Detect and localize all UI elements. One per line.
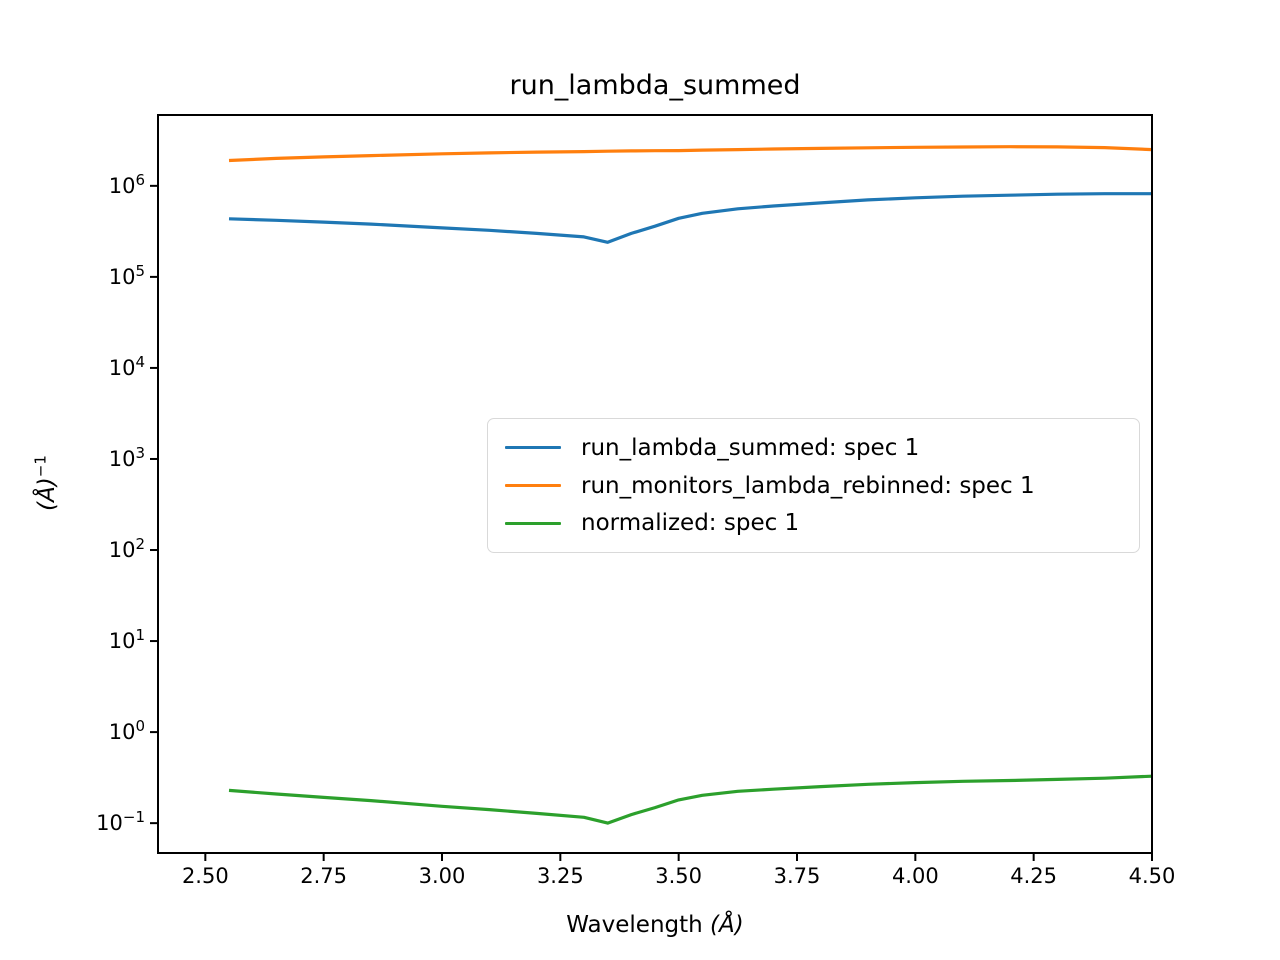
legend-line-sample xyxy=(505,483,561,488)
legend-entry: run_lambda_summed: spec 1 xyxy=(488,435,1139,461)
y-tick-label: 106 xyxy=(108,170,145,198)
x-tick-label: 4.25 xyxy=(1010,864,1058,888)
legend: run_lambda_summed: spec 1 run_monitors_la… xyxy=(487,418,1140,553)
legend-line-sample xyxy=(505,446,561,450)
y-tick-label-base: 10 xyxy=(108,173,136,198)
y-tick-label-base: 10 xyxy=(108,355,136,380)
series-line-2 xyxy=(228,774,1153,825)
y-tick-label-exponent: 2 xyxy=(135,535,145,554)
y-axis-label: (Å)−1 xyxy=(31,418,60,548)
x-tick-label: 2.75 xyxy=(300,864,348,888)
chart-title: run_lambda_summed xyxy=(509,70,801,101)
y-tick-label-base: 10 xyxy=(108,629,136,654)
y-tick-label-base: 10 xyxy=(108,264,136,289)
series-line-1 xyxy=(228,145,1153,163)
y-tick-label-exponent: 6 xyxy=(135,170,145,189)
y-tick-label-base: 10 xyxy=(108,538,136,563)
legend-entry: run_monitors_lambda_rebinned: spec 1 xyxy=(488,473,1139,499)
y-tick-label: 104 xyxy=(108,352,145,380)
y-tick-label-exponent: 1 xyxy=(135,626,145,645)
series-line-0 xyxy=(228,192,1152,244)
x-tick-label: 2.50 xyxy=(181,864,229,888)
plot-border xyxy=(157,114,1153,854)
y-tick-label-base: 10 xyxy=(96,811,123,836)
x-axis-label-text: Wavelength xyxy=(566,912,711,938)
y-tick-label-exponent: 3 xyxy=(135,443,145,462)
y-axis-label-base: (Å) xyxy=(34,477,60,511)
legend-entry-label: run_monitors_lambda_rebinned: spec 1 xyxy=(581,472,1035,499)
legend-entry-label: normalized: spec 1 xyxy=(581,510,800,537)
legend-entry: normalized: spec 1 xyxy=(488,510,1139,536)
y-tick-label-exponent: 5 xyxy=(135,261,145,280)
y-tick-label: 101 xyxy=(108,626,145,654)
y-tick-label: 10−1 xyxy=(96,808,145,836)
legend-line-sample xyxy=(505,521,561,525)
legend-entry-label: run_lambda_summed: spec 1 xyxy=(581,434,920,461)
y-tick-label: 102 xyxy=(108,535,145,563)
y-tick-label-base: 10 xyxy=(108,720,136,745)
x-tick-label: 4.00 xyxy=(891,864,939,888)
x-tick-label: 3.25 xyxy=(536,864,584,888)
x-tick-label: 3.50 xyxy=(655,864,703,888)
y-tick-label-exponent: −1 xyxy=(122,808,145,827)
x-axis-label: Wavelength (Å) xyxy=(158,912,1152,938)
y-tick-label-exponent: 4 xyxy=(135,352,145,371)
y-tick-label: 105 xyxy=(108,261,145,289)
y-tick-label: 103 xyxy=(108,443,145,471)
y-axis-label-exponent: −1 xyxy=(31,455,50,478)
x-tick-label: 3.75 xyxy=(773,864,821,888)
x-axis-label-symbol: (Å) xyxy=(710,912,744,938)
y-tick-label-exponent: 0 xyxy=(135,717,145,736)
y-tick-label-base: 10 xyxy=(108,446,136,471)
y-tick-label: 100 xyxy=(108,717,145,745)
x-tick-label: 3.00 xyxy=(418,864,466,888)
x-tick-label: 4.50 xyxy=(1128,864,1176,888)
